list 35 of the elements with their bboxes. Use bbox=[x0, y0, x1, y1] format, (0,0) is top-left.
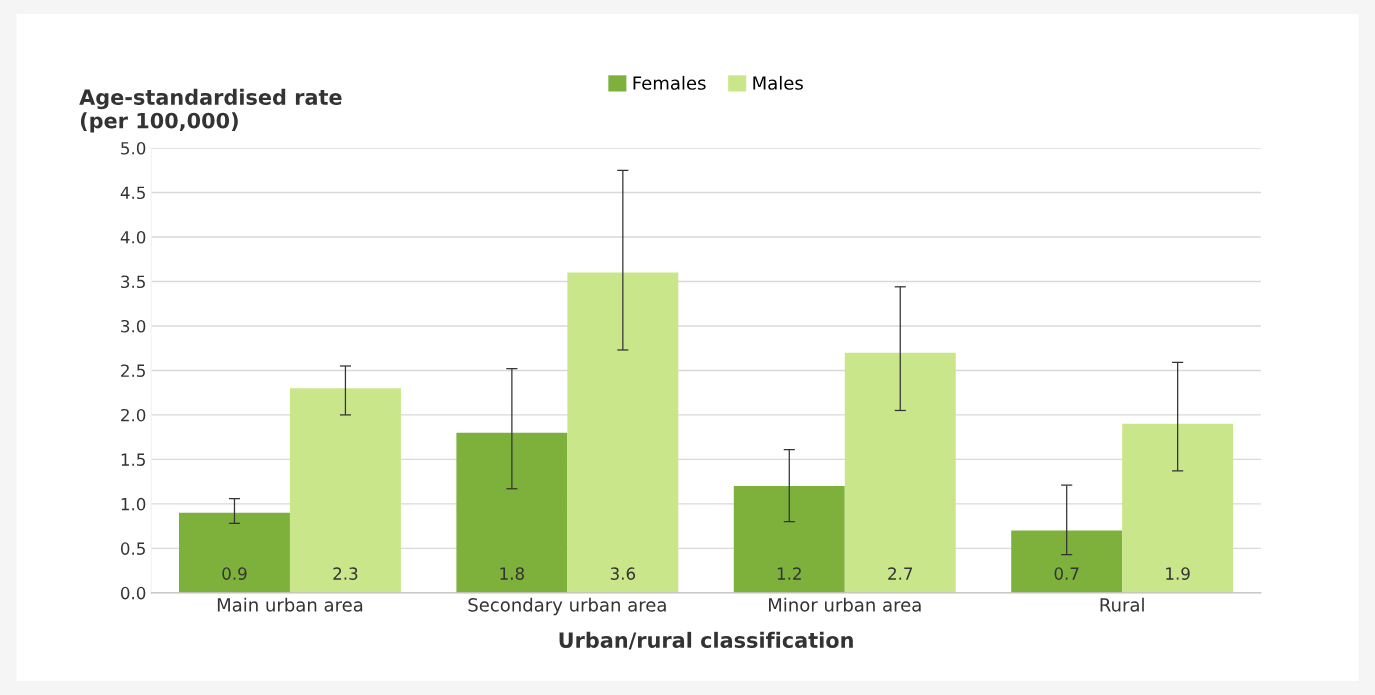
y-tick-label: 4.0 bbox=[120, 230, 146, 244]
y-tick-label: 0.0 bbox=[120, 586, 146, 600]
x-tick-label: Main urban area bbox=[217, 597, 363, 612]
data-label: 2.7 bbox=[888, 567, 913, 580]
data-label: 0.7 bbox=[1054, 567, 1079, 580]
x-tick-label: Secondary urban area bbox=[468, 597, 666, 616]
y-tick-label: 3.5 bbox=[121, 275, 145, 289]
data-label: 3.6 bbox=[610, 567, 636, 580]
bar bbox=[567, 272, 679, 593]
x-tick-label: Minor urban area bbox=[769, 597, 921, 612]
data-label: 0.9 bbox=[222, 567, 247, 580]
y-tick-label: 4.5 bbox=[120, 186, 145, 200]
y-axis-title: Age-standardised rate (per 100,000) bbox=[79, 88, 342, 133]
x-axis-title: Urban/rural classification bbox=[559, 631, 853, 650]
x-tick-label: Rural bbox=[1100, 597, 1144, 612]
y-tick-label: 2.5 bbox=[121, 364, 145, 377]
y-tick-label: 1.5 bbox=[121, 453, 145, 466]
bar bbox=[289, 388, 401, 593]
bar bbox=[1122, 423, 1234, 593]
bar bbox=[733, 486, 845, 593]
y-tick-label: 0.5 bbox=[120, 542, 145, 555]
y-tick-label: 5.0 bbox=[121, 142, 146, 155]
y-tick-label: 3.0 bbox=[121, 319, 146, 333]
bar bbox=[1011, 530, 1123, 593]
data-label: 1.8 bbox=[500, 567, 524, 580]
data-label: 1.9 bbox=[1166, 567, 1190, 580]
legend-label: Males bbox=[753, 75, 803, 90]
bar bbox=[844, 352, 956, 593]
data-label: 1.2 bbox=[777, 567, 801, 580]
y-tick-label: 1.0 bbox=[121, 497, 146, 511]
bar bbox=[456, 432, 568, 593]
y-tick-label: 2.0 bbox=[121, 408, 146, 422]
legend-label: Females bbox=[633, 75, 706, 90]
bar bbox=[178, 512, 290, 593]
data-label: 2.3 bbox=[333, 567, 358, 580]
